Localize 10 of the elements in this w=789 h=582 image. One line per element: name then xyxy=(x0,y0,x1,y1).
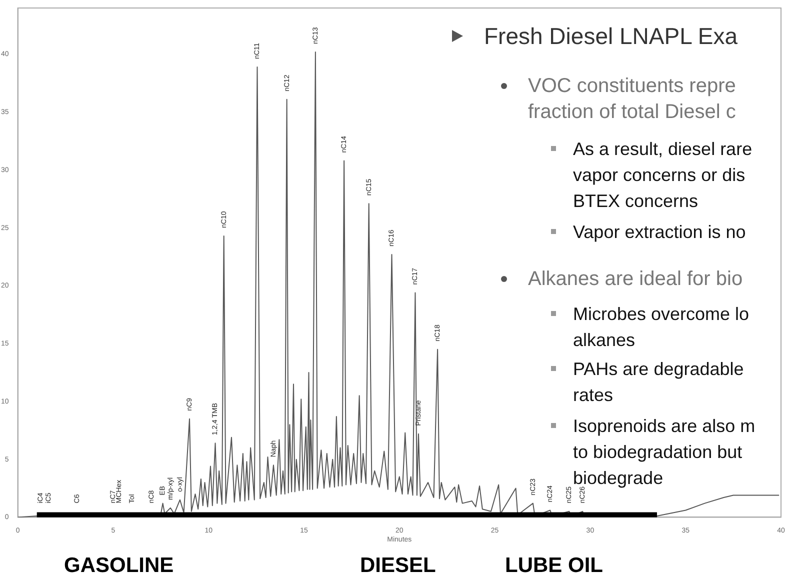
annotation: Vapor extraction is no xyxy=(573,221,746,244)
annotation: Microbes overcome lo alkanes xyxy=(573,303,750,352)
text: GASOLINE xyxy=(64,553,174,579)
text: Fresh Diesel LNAPL Exa xyxy=(484,22,738,50)
text: LUBE OIL xyxy=(505,553,603,579)
annotation: VOC constituents repre fraction of total Diesel c xyxy=(528,74,736,125)
text: DIESEL xyxy=(360,553,436,579)
annotation: As a result, diesel rare vapor concerns or dis BTEX concerns xyxy=(573,138,752,213)
annotation: PAHs are degradable rates xyxy=(573,358,744,407)
annotation: Alkanes are ideal for bio xyxy=(528,267,743,292)
